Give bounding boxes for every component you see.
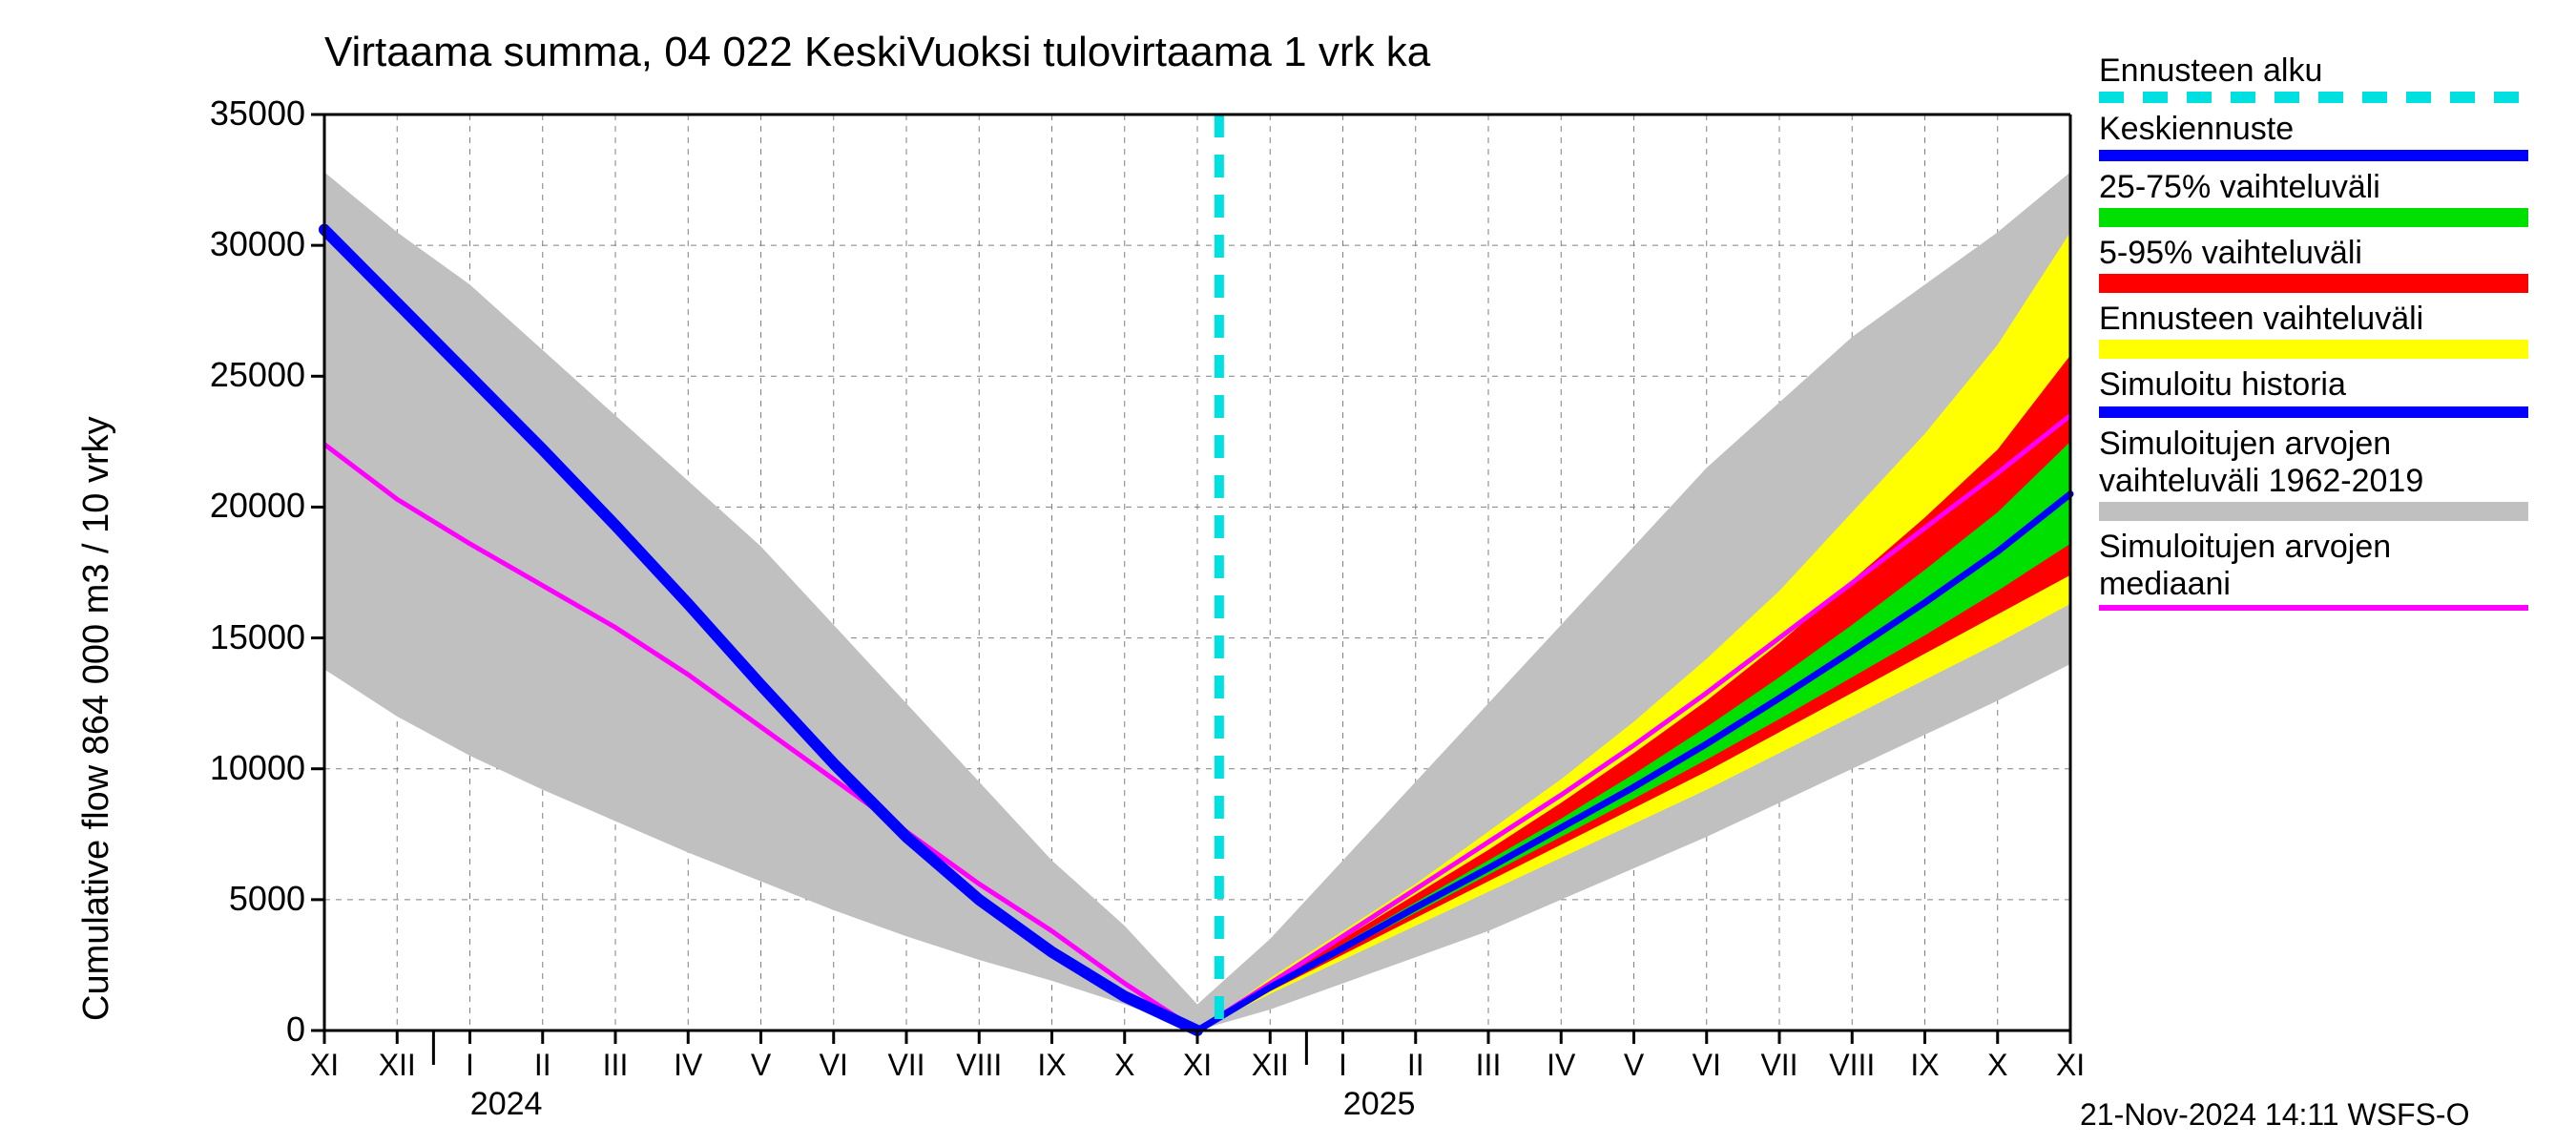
y-tick-label: 10000 — [153, 748, 305, 788]
y-tick-label: 15000 — [153, 617, 305, 657]
x-tick-label: XI — [1183, 1048, 1212, 1083]
y-tick-label: 20000 — [153, 486, 305, 526]
legend-swatch — [2099, 92, 2528, 103]
legend-label: Ennusteen alku — [2099, 52, 2528, 90]
legend-swatch — [2099, 340, 2528, 359]
y-tick-label: 0 — [153, 1010, 305, 1050]
legend-item: 5-95% vaihteluväli — [2099, 235, 2528, 293]
legend-label: Simuloitujen arvojen vaihteluväli 1962-2… — [2099, 426, 2528, 500]
legend-swatch — [2099, 502, 2528, 521]
legend-swatch — [2099, 406, 2528, 418]
x-tick-label: II — [534, 1048, 551, 1083]
x-tick-label: IV — [1547, 1048, 1575, 1083]
x-tick-label: XI — [2056, 1048, 2085, 1083]
year-label: 2024 — [470, 1086, 543, 1123]
x-tick-label: VII — [1760, 1048, 1797, 1083]
legend-item: Simuloitujen arvojen vaihteluväli 1962-2… — [2099, 426, 2528, 521]
legend-item: 25-75% vaihteluväli — [2099, 169, 2528, 227]
legend-label: Simuloitu historia — [2099, 366, 2528, 404]
y-tick-label: 30000 — [153, 224, 305, 264]
x-tick-label: XII — [379, 1048, 416, 1083]
legend-swatch — [2099, 274, 2528, 293]
legend-item: Ennusteen vaihteluväli — [2099, 301, 2528, 359]
x-tick-label: XI — [310, 1048, 339, 1083]
y-tick-label: 5000 — [153, 879, 305, 919]
x-tick-label: II — [1407, 1048, 1424, 1083]
legend-label: Keskiennuste — [2099, 111, 2528, 148]
legend-swatch — [2099, 208, 2528, 227]
x-tick-label: XII — [1252, 1048, 1289, 1083]
legend-label: Simuloitujen arvojen mediaani — [2099, 529, 2528, 603]
chart-container: Virtaama summa, 04 022 KeskiVuoksi tulov… — [0, 0, 2576, 1145]
year-label: 2025 — [1343, 1086, 1416, 1123]
x-tick-label: VIII — [956, 1048, 1002, 1083]
legend-item: Ennusteen alku — [2099, 52, 2528, 103]
legend-label: 25-75% vaihteluväli — [2099, 169, 2528, 206]
legend: Ennusteen alku Keskiennuste 25-75% vaihtel… — [2099, 52, 2528, 618]
legend-swatch — [2099, 605, 2528, 611]
x-tick-label: VIII — [1829, 1048, 1875, 1083]
x-tick-label: VI — [1693, 1048, 1721, 1083]
y-tick-label: 35000 — [153, 94, 305, 134]
x-tick-label: III — [1476, 1048, 1502, 1083]
legend-swatch — [2099, 150, 2528, 161]
x-tick-label: V — [751, 1048, 771, 1083]
x-tick-label: IX — [1910, 1048, 1939, 1083]
x-tick-label: V — [1624, 1048, 1644, 1083]
legend-item: Keskiennuste — [2099, 111, 2528, 161]
timestamp-label: 21-Nov-2024 14:11 WSFS-O — [2080, 1097, 2469, 1133]
x-tick-label: I — [466, 1048, 474, 1083]
x-tick-label: X — [1114, 1048, 1134, 1083]
x-tick-label: I — [1339, 1048, 1347, 1083]
x-tick-label: VI — [820, 1048, 848, 1083]
x-tick-label: X — [1987, 1048, 2007, 1083]
legend-item: Simuloitujen arvojen mediaani — [2099, 529, 2528, 611]
y-tick-label: 25000 — [153, 355, 305, 395]
legend-label: Ennusteen vaihteluväli — [2099, 301, 2528, 338]
x-tick-label: VII — [887, 1048, 924, 1083]
x-tick-label: IX — [1037, 1048, 1066, 1083]
x-tick-label: III — [603, 1048, 629, 1083]
legend-label: 5-95% vaihteluväli — [2099, 235, 2528, 272]
legend-item: Simuloitu historia — [2099, 366, 2528, 417]
x-tick-label: IV — [674, 1048, 702, 1083]
